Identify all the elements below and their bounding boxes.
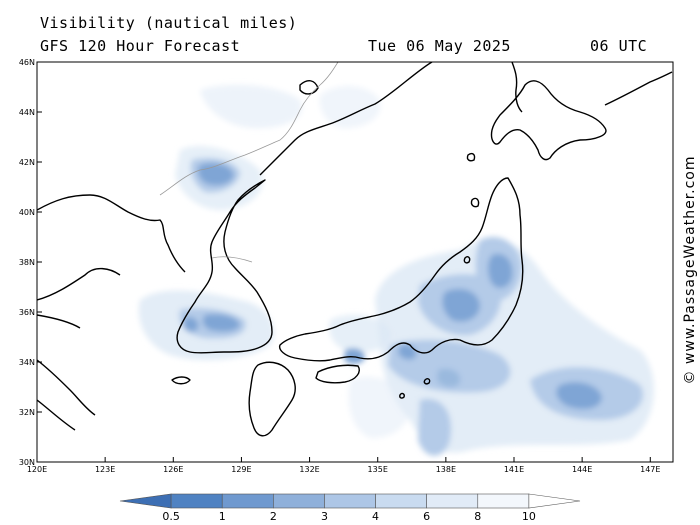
legend-swatch-low <box>119 493 172 509</box>
lon-tick-label: 120E <box>27 465 47 474</box>
lat-tick-label: 44N <box>19 108 35 117</box>
legend-swatch <box>375 493 427 509</box>
visibility-shading <box>138 84 654 456</box>
legend-label: 3 <box>320 510 328 523</box>
copyright-text: © www.PassageWeather.com <box>682 155 698 385</box>
forecast-date: Tue 06 May 2025 <box>368 37 511 55</box>
legend-label: 0.5 <box>162 510 180 523</box>
lat-tick-label: 38N <box>19 258 35 267</box>
lat-tick-label: 46N <box>19 58 35 67</box>
legend-label: 1 <box>218 510 226 523</box>
lon-tick-label: 147E <box>640 465 660 474</box>
lat-tick-label: 42N <box>19 158 35 167</box>
legend-swatch <box>273 493 325 509</box>
lon-tick-label: 132E <box>299 465 319 474</box>
legend-swatch <box>324 493 376 509</box>
legend-swatch-high <box>528 493 581 509</box>
forecast-time: 06 UTC <box>590 37 648 55</box>
lat-tick-label: 30N <box>19 458 35 467</box>
model-label: GFS 120 Hour Forecast <box>40 37 241 55</box>
lat-tick-label: 32N <box>19 408 35 417</box>
legend-swatch <box>477 493 530 509</box>
lon-tick-label: 141E <box>504 465 524 474</box>
lat-tick-label: 40N <box>19 208 35 217</box>
lon-tick-label: 135E <box>368 465 388 474</box>
coastlines <box>37 62 673 437</box>
lon-tick-label: 144E <box>572 465 592 474</box>
lat-tick-label: 36N <box>19 308 35 317</box>
legend-label: 8 <box>474 510 482 523</box>
lon-tick-label: 126E <box>163 465 183 474</box>
legend-label: 2 <box>269 510 277 523</box>
lon-tick-label: 138E <box>436 465 456 474</box>
legend-swatch <box>426 493 479 509</box>
legend-label: 6 <box>423 510 431 523</box>
legend-label: 4 <box>372 510 380 523</box>
axis-ticks: 120E 123E 126E 129E 132E 135E 138E 141E 144E 147E… <box>19 58 661 474</box>
legend-label: 10 <box>521 510 536 523</box>
chart-title: Visibility (nautical miles) <box>40 14 298 32</box>
lon-tick-label: 123E <box>95 465 115 474</box>
borders <box>159 62 339 263</box>
legend-colorbar <box>119 493 581 509</box>
lat-tick-label: 34N <box>19 358 35 367</box>
legend-swatch <box>221 493 274 509</box>
lon-tick-label: 129E <box>231 465 251 474</box>
legend-swatch <box>170 493 223 509</box>
